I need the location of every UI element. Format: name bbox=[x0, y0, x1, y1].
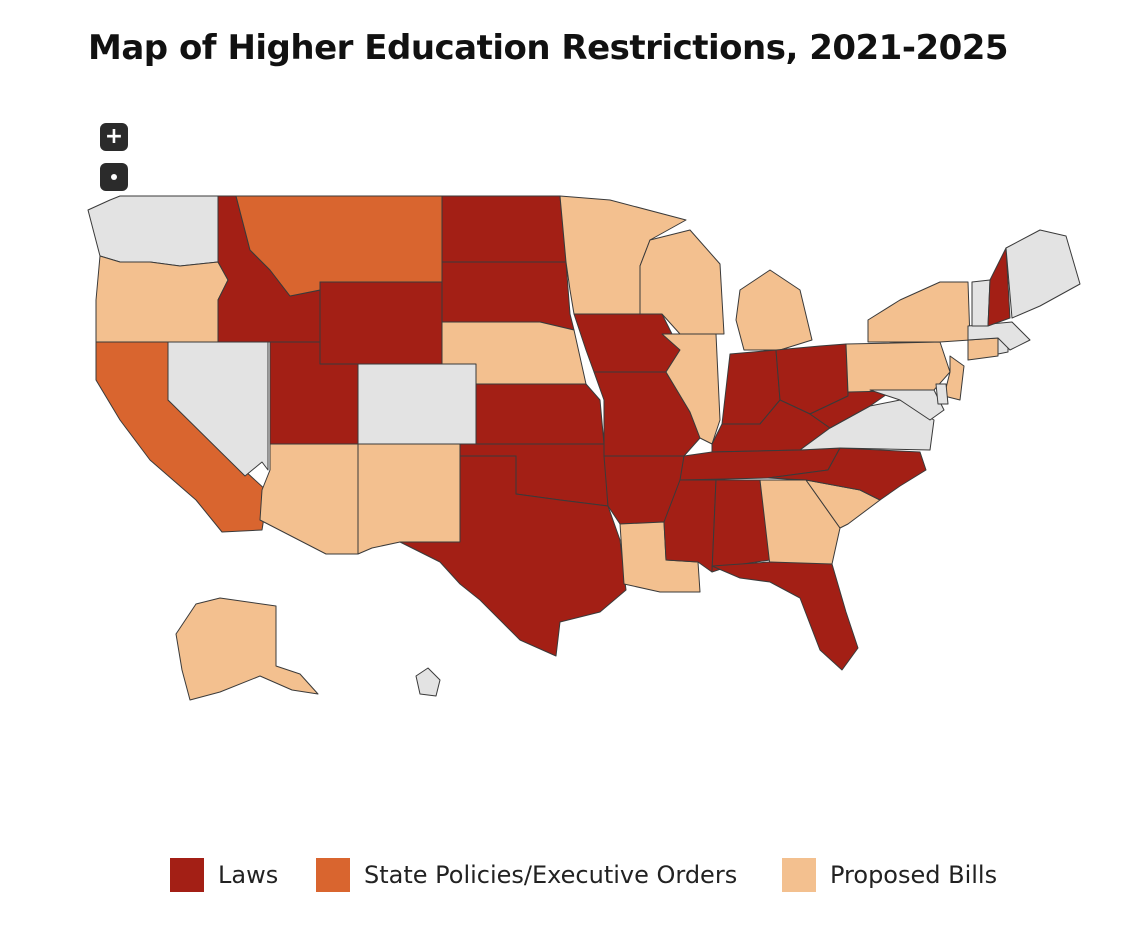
state-delaware[interactable] bbox=[935, 383, 949, 405]
zoom-in-button[interactable]: + bbox=[100, 123, 128, 151]
state-new-mexico[interactable] bbox=[357, 443, 461, 555]
state-arizona[interactable] bbox=[259, 443, 359, 555]
legend-label-proposed: Proposed Bills bbox=[830, 861, 998, 889]
state-north-carolina[interactable] bbox=[767, 447, 927, 501]
legend-label-policies: State Policies/Executive Orders bbox=[364, 861, 738, 889]
dot-icon bbox=[111, 174, 117, 180]
legend: Laws State Policies/Executive Orders Pro… bbox=[0, 858, 1128, 898]
legend-swatch-policies bbox=[316, 858, 350, 892]
state-colorado[interactable] bbox=[357, 363, 477, 445]
state-new-hampshire[interactable] bbox=[987, 247, 1011, 327]
state-michigan[interactable] bbox=[735, 269, 813, 351]
legend-swatch-laws bbox=[170, 858, 204, 892]
state-pennsylvania[interactable] bbox=[845, 341, 951, 393]
state-wisconsin[interactable] bbox=[639, 229, 725, 335]
state-alaska[interactable] bbox=[175, 597, 319, 701]
state-massachusetts[interactable] bbox=[967, 321, 1031, 351]
legend-label-laws: Laws bbox=[218, 861, 279, 889]
legend-item-proposed: Proposed Bills bbox=[782, 858, 997, 892]
map-title: Map of Higher Education Restrictions, 20… bbox=[88, 28, 1009, 68]
state-illinois[interactable] bbox=[661, 333, 721, 445]
state-new-jersey[interactable] bbox=[943, 355, 965, 401]
state-north-dakota[interactable] bbox=[441, 195, 567, 263]
state-oregon[interactable] bbox=[95, 255, 229, 343]
state-florida[interactable] bbox=[711, 561, 859, 671]
state-iowa[interactable] bbox=[573, 313, 681, 373]
reset-view-button[interactable] bbox=[100, 163, 128, 191]
state-washington[interactable] bbox=[87, 195, 219, 267]
state-maine[interactable] bbox=[1005, 229, 1081, 319]
plus-icon: + bbox=[104, 124, 124, 149]
state-maryland[interactable] bbox=[869, 389, 945, 421]
legend-swatch-proposed bbox=[782, 858, 816, 892]
state-hawaii[interactable] bbox=[415, 667, 441, 697]
state-connecticut[interactable] bbox=[967, 337, 999, 361]
state-vermont[interactable] bbox=[971, 279, 991, 327]
legend-item-laws: Laws bbox=[170, 858, 278, 892]
state-kansas[interactable] bbox=[475, 383, 605, 445]
legend-item-policies: State Policies/Executive Orders bbox=[316, 858, 737, 892]
state-texas[interactable] bbox=[399, 455, 627, 657]
state-south-dakota[interactable] bbox=[441, 261, 575, 331]
state-wyoming[interactable] bbox=[319, 281, 443, 365]
state-new-york[interactable] bbox=[867, 281, 971, 343]
